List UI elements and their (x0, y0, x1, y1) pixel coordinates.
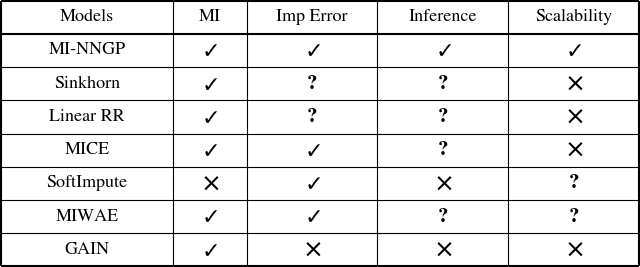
Text: $\checkmark$: $\checkmark$ (202, 240, 218, 260)
Text: $\checkmark$: $\checkmark$ (303, 41, 321, 61)
Text: $\checkmark$: $\checkmark$ (565, 41, 582, 61)
Text: ?: ? (307, 75, 317, 93)
Text: ?: ? (568, 174, 579, 192)
Text: $\checkmark$: $\checkmark$ (303, 140, 321, 160)
Text: $\times$: $\times$ (564, 138, 584, 162)
Text: $\times$: $\times$ (433, 171, 452, 195)
Text: MICE: MICE (65, 142, 109, 158)
Text: ?: ? (438, 207, 448, 226)
Text: Inference: Inference (409, 9, 477, 25)
Text: Scalability: Scalability (535, 9, 612, 25)
Text: $\checkmark$: $\checkmark$ (202, 74, 218, 94)
Text: Linear RR: Linear RR (49, 109, 125, 125)
Text: MI-NNGP: MI-NNGP (49, 42, 125, 58)
Text: $\times$: $\times$ (564, 105, 584, 129)
Text: $\checkmark$: $\checkmark$ (202, 140, 218, 160)
Text: Sinkhorn: Sinkhorn (54, 76, 120, 92)
Text: $\checkmark$: $\checkmark$ (303, 173, 321, 193)
Text: $\checkmark$: $\checkmark$ (435, 41, 451, 61)
Text: ?: ? (438, 75, 448, 93)
Text: ?: ? (307, 108, 317, 126)
Text: Models: Models (60, 9, 114, 25)
Text: $\times$: $\times$ (302, 238, 322, 262)
Text: $\times$: $\times$ (564, 238, 584, 262)
Text: SoftImpute: SoftImpute (46, 175, 127, 191)
Text: ?: ? (438, 141, 448, 159)
Text: $\checkmark$: $\checkmark$ (202, 107, 218, 127)
Text: ?: ? (438, 108, 448, 126)
Text: ?: ? (568, 207, 579, 226)
Text: $\checkmark$: $\checkmark$ (303, 206, 321, 226)
Text: $\checkmark$: $\checkmark$ (202, 206, 218, 226)
Text: $\times$: $\times$ (200, 171, 220, 195)
Text: $\times$: $\times$ (433, 238, 452, 262)
Text: GAIN: GAIN (65, 242, 109, 258)
Text: MIWAE: MIWAE (55, 209, 118, 225)
Text: $\times$: $\times$ (564, 72, 584, 96)
Text: Imp Error: Imp Error (276, 9, 348, 25)
Text: MI: MI (199, 9, 221, 25)
Text: $\checkmark$: $\checkmark$ (202, 41, 218, 61)
